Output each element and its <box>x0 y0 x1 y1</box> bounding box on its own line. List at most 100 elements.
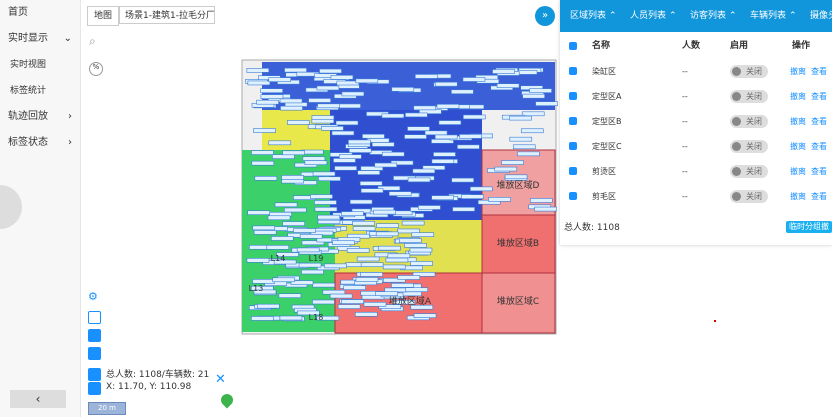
tag-marker <box>254 176 278 181</box>
tag-marker <box>290 280 314 285</box>
tag-marker <box>339 154 362 159</box>
evacuate-link[interactable]: 撤离 <box>790 117 806 126</box>
tag-marker <box>438 120 462 125</box>
menu-item[interactable]: 轨迹回放 › <box>0 104 80 130</box>
tag-marker <box>431 138 454 144</box>
tag-marker <box>356 256 380 262</box>
checkbox[interactable] <box>569 167 577 175</box>
tag-marker <box>273 259 297 265</box>
view-link[interactable]: 查看 <box>811 142 827 151</box>
evacuate-link[interactable]: 撤离 <box>790 167 806 176</box>
tag-marker <box>274 202 298 208</box>
evacuate-link[interactable]: 撤离 <box>790 192 806 201</box>
settings-icon[interactable]: ⚙ <box>88 290 98 303</box>
tab[interactable]: 人员列表 ⌃ <box>630 0 677 32</box>
enable-toggle[interactable]: 关闭 <box>730 140 768 153</box>
column-header[interactable]: 人数 <box>682 41 701 51</box>
tag-marker <box>247 210 271 215</box>
refresh-icon[interactable] <box>88 329 101 342</box>
submenu-item[interactable]: 标签统计 <box>0 78 80 104</box>
tag-marker <box>293 228 316 233</box>
checkbox[interactable] <box>569 117 577 125</box>
tag-marker <box>509 115 532 121</box>
tag-marker <box>374 162 398 168</box>
tag-marker <box>359 181 383 186</box>
coords: X: 11.70, Y: 110.98 <box>106 382 192 392</box>
column-header[interactable]: 名称 <box>592 41 611 51</box>
scene-select[interactable]: 场景1-建筑1-拉毛分厂 ▾ <box>119 6 215 24</box>
view-link[interactable]: 查看 <box>811 167 827 176</box>
tag-marker <box>311 115 335 120</box>
tag-marker <box>296 247 320 253</box>
menu-label: 实时显示 <box>8 33 48 44</box>
region-name: 定型区C <box>592 142 622 151</box>
table-row: 染缸区 -- 关闭 撤离 查看 <box>560 59 832 84</box>
enable-toggle[interactable]: 关闭 <box>730 190 768 203</box>
enable-toggle[interactable]: 关闭 <box>730 65 768 78</box>
tag-marker <box>462 77 486 82</box>
enable-toggle[interactable]: 关闭 <box>730 115 768 128</box>
tab-label: 访客列表 <box>690 11 727 21</box>
view-link[interactable]: 查看 <box>811 117 827 126</box>
tag-marker <box>276 252 299 257</box>
percent-icon[interactable]: % <box>89 62 103 76</box>
checkbox[interactable] <box>569 67 577 75</box>
tag-marker <box>251 160 275 166</box>
enable-toggle[interactable]: 关闭 <box>730 90 768 103</box>
evacuate-link[interactable]: 撤离 <box>790 67 806 76</box>
evacuate-link[interactable]: 撤离 <box>790 92 806 101</box>
evacuate-link[interactable]: 撤离 <box>790 142 806 151</box>
zoom-in[interactable] <box>88 368 101 381</box>
tab[interactable]: 访客列表 ⌃ <box>690 0 737 32</box>
zoom-out[interactable] <box>88 382 101 395</box>
menu-item[interactable]: 标签状态 › <box>0 130 80 156</box>
menu-item[interactable]: 首页 <box>0 0 80 26</box>
close-icon[interactable]: ✕ <box>215 372 226 387</box>
menu-item[interactable]: 实时显示 ⌄ <box>0 26 80 52</box>
tag-marker <box>397 275 421 280</box>
tag-marker <box>251 316 274 321</box>
search-icon[interactable]: ⌕ <box>89 34 96 48</box>
caret: ⌃ <box>669 11 677 21</box>
checkbox[interactable] <box>569 142 577 150</box>
tag-marker <box>373 209 396 215</box>
tag-marker <box>336 80 360 86</box>
enable-toggle[interactable]: 关闭 <box>730 165 768 178</box>
panel-toggle[interactable]: » <box>535 6 555 26</box>
tab[interactable]: 摄像头列 <box>810 0 832 32</box>
tag-marker <box>413 105 437 111</box>
collapse-button[interactable]: ‹ <box>10 390 66 408</box>
tag-marker <box>520 128 544 134</box>
tag-marker <box>407 177 431 183</box>
tag-marker <box>281 175 304 180</box>
zone-label: 堆放区域C <box>497 295 539 307</box>
view-link[interactable]: 查看 <box>811 192 827 201</box>
ruler-icon[interactable] <box>88 311 101 324</box>
tab[interactable]: 区域列表 ⌃ <box>570 0 617 32</box>
checkbox[interactable] <box>569 92 577 100</box>
tag-marker <box>281 178 304 184</box>
tag-marker <box>318 176 341 182</box>
tag-marker <box>282 221 305 226</box>
view-link[interactable]: 查看 <box>811 92 827 101</box>
locate-icon[interactable] <box>88 347 101 360</box>
collapse-handle[interactable] <box>0 185 22 229</box>
submenu-item[interactable]: 实时视图 <box>0 52 80 78</box>
tag-marker <box>431 195 454 200</box>
tab[interactable]: 车辆列表 ⌃ <box>750 0 797 32</box>
tag-marker <box>321 126 344 131</box>
tag-marker <box>517 151 540 157</box>
tag-marker <box>411 232 435 237</box>
tag-marker <box>488 197 511 202</box>
view-link[interactable]: 查看 <box>811 67 827 76</box>
tag-marker <box>270 236 294 241</box>
region-name: 定型区A <box>592 92 622 101</box>
map-button[interactable]: 地图 <box>87 6 119 26</box>
checkbox[interactable] <box>569 42 577 50</box>
group-evacuate-button[interactable]: 临时分组撤 <box>786 221 832 233</box>
checkbox[interactable] <box>569 192 577 200</box>
column-header: 启用 <box>730 41 749 51</box>
tag-marker <box>434 134 458 140</box>
zone-label: L18 <box>309 313 324 322</box>
